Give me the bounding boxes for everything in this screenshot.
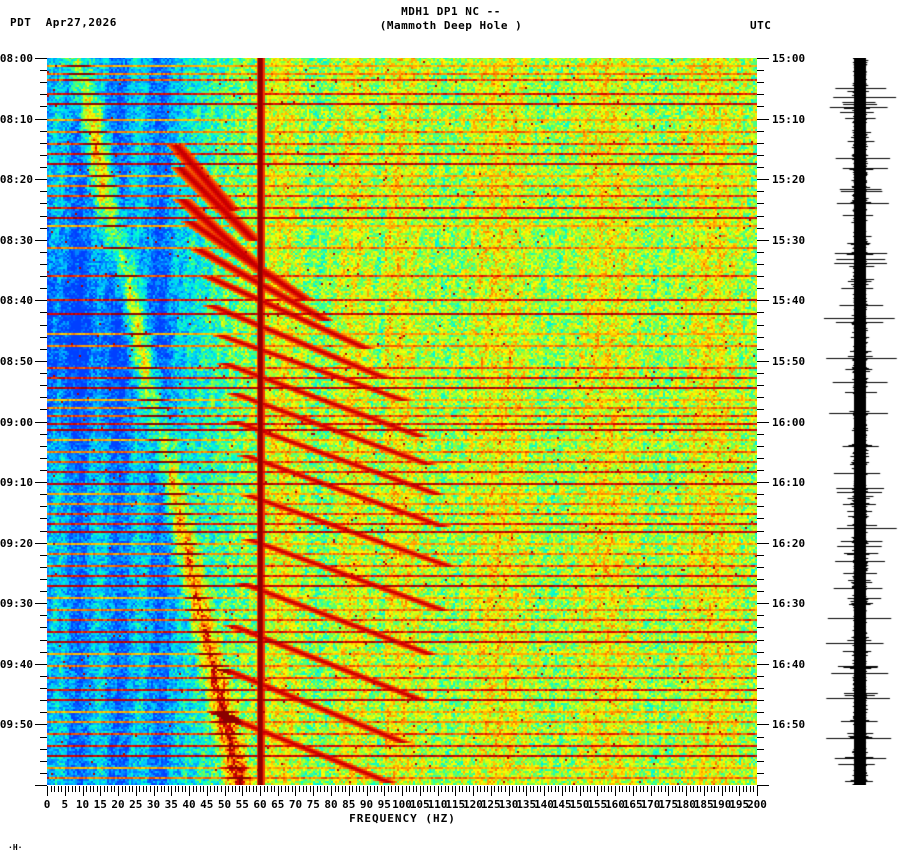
header-timezone-utc: UTC <box>750 19 772 32</box>
page-subtitle: (Mammoth Deep Hole ) <box>379 19 523 32</box>
frequency-tick-label: 120 <box>463 798 483 811</box>
frequency-tick-label: 185 <box>693 798 714 811</box>
frequency-tick-label: 200 <box>747 798 767 811</box>
frequency-tick-label: 100 <box>392 798 412 811</box>
header-date: Apr27,2026 <box>45 16 117 29</box>
time-label-utc: 16:40 <box>772 658 806 671</box>
frequency-tick-label: 15 <box>93 798 107 811</box>
frequency-tick-label: 30 <box>146 798 161 811</box>
frequency-tick-label: 80 <box>324 798 338 811</box>
frequency-tick-label: 10 <box>75 798 90 811</box>
time-label-local: 08:10 <box>0 113 33 126</box>
frequency-tick-label: 125 <box>480 798 501 811</box>
time-label-utc: 16:30 <box>772 597 806 610</box>
time-label-local: 09:10 <box>0 476 33 489</box>
frequency-tick-label: 75 <box>306 798 320 811</box>
frequency-tick-label: 25 <box>129 798 143 811</box>
time-label-local: 09:00 <box>0 416 33 429</box>
frequency-tick-label: 110 <box>427 798 448 811</box>
frequency-axis-title: FREQUENCY (HZ) <box>349 812 456 825</box>
header-timezone-local: PDT <box>10 16 32 29</box>
time-label-utc: 16:00 <box>772 416 806 429</box>
time-label-local: 09:30 <box>0 597 33 610</box>
spectrogram-canvas <box>47 58 757 785</box>
frequency-tick-label: 140 <box>534 798 554 811</box>
waveform-trace-panel[interactable] <box>818 58 900 785</box>
header-local-time-info: PDT Apr27,2026 <box>10 16 117 29</box>
time-label-utc: 16:50 <box>772 718 806 731</box>
time-axis-right-labels: 15:00 15:10 15:20 15:30 15:40 15:50 16:00 16:10… <box>772 0 892 864</box>
time-label-utc: 15:10 <box>772 113 806 126</box>
time-label-utc: 15:50 <box>772 355 806 368</box>
frequency-tick-label: 50 <box>217 798 232 811</box>
frequency-tick-label: 45 <box>200 798 214 811</box>
frequency-tick-label: 85 <box>342 798 356 811</box>
time-label-utc: 16:10 <box>772 476 806 489</box>
frequency-tick-label: 105 <box>409 798 430 811</box>
frequency-tick-label: 175 <box>658 798 679 811</box>
time-axis-right-ticks <box>757 58 769 786</box>
time-axis-left-ticks <box>35 58 47 786</box>
frequency-tick-label: 90 <box>359 798 374 811</box>
time-axis-left-labels: 08:00 08:10 08:20 08:30 08:40 08:50 09:00 09:10… <box>0 0 33 864</box>
frequency-tick-label: 55 <box>235 798 249 811</box>
time-label-local: 08:00 <box>0 52 33 65</box>
frequency-tick-label: 160 <box>605 798 625 811</box>
frequency-tick-label: 165 <box>622 798 643 811</box>
frequency-tick-label: 115 <box>445 798 466 811</box>
page-title: MDH1 DP1 NC -- <box>401 5 501 18</box>
time-label-local: 08:30 <box>0 234 33 247</box>
time-label-utc: 15:20 <box>772 173 806 186</box>
time-label-local: 08:50 <box>0 355 33 368</box>
frequency-tick-label: 180 <box>676 798 696 811</box>
frequency-tick-label: 150 <box>569 798 590 811</box>
waveform-canvas <box>818 58 900 785</box>
time-label-local: 08:40 <box>0 294 33 307</box>
time-label-utc: 15:40 <box>772 294 806 307</box>
frequency-tick-label: 195 <box>729 798 750 811</box>
frequency-tick-label: 35 <box>164 798 178 811</box>
time-label-local: 08:20 <box>0 173 33 186</box>
corner-mark: ·H· <box>8 843 23 852</box>
frequency-tick-label: 0 <box>43 798 51 811</box>
frequency-tick-label: 65 <box>271 798 285 811</box>
frequency-tick-label: 190 <box>711 798 732 811</box>
frequency-tick-label: 40 <box>182 798 196 811</box>
time-label-local: 09:20 <box>0 537 33 550</box>
frequency-tick-label: 60 <box>253 798 267 811</box>
frequency-tick-label: 155 <box>587 798 608 811</box>
time-label-local: 09:50 <box>0 718 33 731</box>
frequency-axis-ticks <box>47 786 758 798</box>
spectrogram-plot[interactable] <box>47 58 757 785</box>
time-label-utc: 15:30 <box>772 234 806 247</box>
time-label-local: 09:40 <box>0 658 33 671</box>
frequency-tick-label: 95 <box>377 798 391 811</box>
time-label-utc: 16:20 <box>772 537 806 550</box>
frequency-tick-label: 20 <box>111 798 125 811</box>
frequency-axis-labels: 0 5 10 15 20 25 30 35 40 45 50 55 60 65 70 75 80 85 90 95 10… <box>0 798 902 814</box>
time-label-utc: 15:00 <box>772 52 806 65</box>
frequency-tick-label: 145 <box>551 798 572 811</box>
frequency-tick-label: 70 <box>288 798 303 811</box>
frequency-tick-label: 170 <box>640 798 661 811</box>
frequency-tick-label: 130 <box>498 798 519 811</box>
frequency-tick-label: 135 <box>516 798 537 811</box>
frequency-tick-label: 5 <box>61 798 69 811</box>
